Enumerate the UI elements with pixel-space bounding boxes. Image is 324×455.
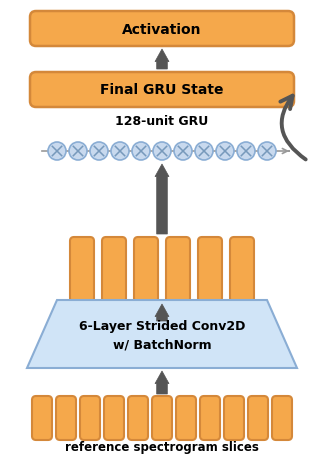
Text: Final GRU State: Final GRU State	[100, 83, 224, 97]
Polygon shape	[155, 50, 169, 70]
FancyBboxPatch shape	[56, 396, 76, 440]
Circle shape	[132, 143, 150, 161]
FancyArrowPatch shape	[280, 96, 306, 160]
Text: 6-Layer Strided Conv2D: 6-Layer Strided Conv2D	[79, 320, 245, 333]
FancyBboxPatch shape	[248, 396, 268, 440]
Polygon shape	[155, 165, 169, 234]
Circle shape	[111, 143, 129, 161]
Text: reference spectrogram slices: reference spectrogram slices	[65, 440, 259, 454]
FancyBboxPatch shape	[70, 238, 94, 302]
FancyBboxPatch shape	[32, 396, 52, 440]
Circle shape	[69, 143, 87, 161]
FancyBboxPatch shape	[134, 238, 158, 302]
Text: w/ BatchNorm: w/ BatchNorm	[113, 338, 211, 351]
FancyBboxPatch shape	[272, 396, 292, 440]
FancyBboxPatch shape	[166, 238, 190, 302]
Polygon shape	[27, 300, 297, 368]
FancyBboxPatch shape	[102, 238, 126, 302]
Circle shape	[237, 143, 255, 161]
FancyBboxPatch shape	[104, 396, 124, 440]
FancyBboxPatch shape	[30, 73, 294, 108]
FancyBboxPatch shape	[200, 396, 220, 440]
Text: 128-unit GRU: 128-unit GRU	[115, 115, 209, 128]
FancyBboxPatch shape	[128, 396, 148, 440]
Circle shape	[153, 143, 171, 161]
FancyBboxPatch shape	[198, 238, 222, 302]
Polygon shape	[155, 304, 169, 321]
FancyBboxPatch shape	[230, 238, 254, 302]
Circle shape	[216, 143, 234, 161]
Polygon shape	[155, 371, 169, 394]
FancyBboxPatch shape	[30, 12, 294, 47]
Circle shape	[195, 143, 213, 161]
Circle shape	[90, 143, 108, 161]
Circle shape	[48, 143, 66, 161]
FancyBboxPatch shape	[224, 396, 244, 440]
Text: Activation: Activation	[122, 22, 202, 36]
FancyBboxPatch shape	[152, 396, 172, 440]
Circle shape	[174, 143, 192, 161]
FancyBboxPatch shape	[80, 396, 100, 440]
Circle shape	[258, 143, 276, 161]
FancyBboxPatch shape	[176, 396, 196, 440]
